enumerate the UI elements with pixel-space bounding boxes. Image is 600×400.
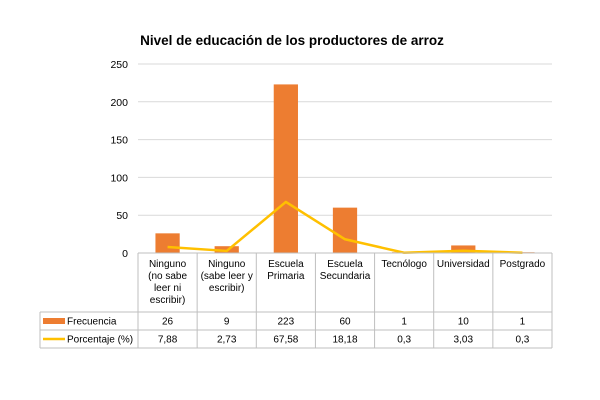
x-tick-label: escribir): [150, 295, 186, 306]
legend-label: Porcentaje (%): [67, 335, 133, 346]
legend-key-bar: [43, 318, 65, 324]
bar: [155, 233, 180, 253]
x-tick-label: escribir): [209, 283, 245, 294]
data-label: 3,03: [454, 335, 474, 346]
x-tick-label: Escuela: [327, 259, 363, 270]
x-tick-label: Escuela: [268, 259, 304, 270]
data-label: 0,3: [397, 335, 411, 346]
data-label: 9: [224, 317, 230, 328]
y-tick-label: 100: [110, 172, 128, 184]
data-label: 10: [458, 317, 470, 328]
y-tick-label: 150: [110, 135, 128, 147]
y-tick-label: 50: [116, 210, 128, 222]
x-tick-label: Tecnólogo: [381, 259, 427, 270]
bar: [273, 84, 298, 253]
data-label: 7,88: [158, 335, 178, 346]
bar: [332, 207, 358, 253]
data-label: 2,73: [217, 335, 237, 346]
x-tick-label: (no sabe: [148, 271, 187, 282]
data-label: 60: [339, 317, 351, 328]
data-label: 1: [401, 317, 407, 328]
bar: [451, 245, 476, 253]
y-tick-label: 0: [122, 248, 128, 260]
x-tick-label: leer ni: [154, 283, 181, 294]
gridlines: [138, 63, 552, 216]
data-label: 223: [278, 317, 295, 328]
x-tick-label: Ninguno: [208, 259, 246, 270]
x-tick-label: Ninguno: [149, 259, 187, 270]
data-label: 1: [520, 317, 526, 328]
legend-label: Frecuencia: [67, 317, 117, 328]
x-tick-label: Universidad: [437, 259, 490, 270]
data-label: 67,58: [273, 335, 298, 346]
x-tick-label: (sabe leer y: [201, 271, 253, 282]
y-tick-label: 250: [110, 59, 128, 71]
x-tick-label: Primaria: [267, 271, 305, 282]
x-tick-label: Secundaria: [320, 271, 371, 282]
data-label: 18,18: [332, 335, 357, 346]
data-label: 26: [162, 317, 174, 328]
y-tick-label: 200: [110, 97, 128, 109]
x-tick-label: Postgrado: [500, 259, 546, 270]
chart-title: Nivel de educación de los productores de…: [140, 33, 444, 48]
y-axis: 0 50 100 150 200 250: [110, 59, 128, 260]
bar-series: [155, 84, 535, 253]
data-label: 0,3: [515, 335, 529, 346]
